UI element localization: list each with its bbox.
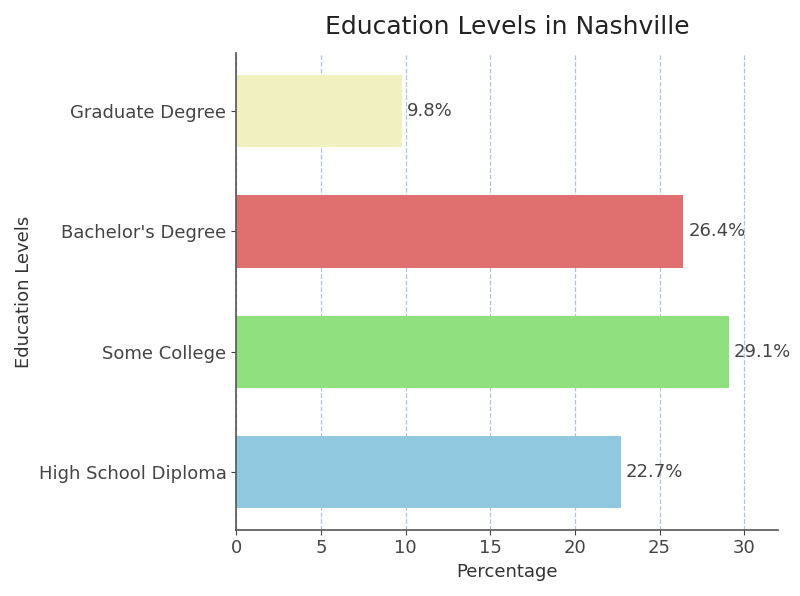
Title: Education Levels in Nashville: Education Levels in Nashville <box>325 15 690 39</box>
Y-axis label: Education Levels: Education Levels <box>15 216 33 368</box>
Bar <box>236 316 729 388</box>
Bar <box>236 75 402 147</box>
Text: 26.4%: 26.4% <box>688 222 746 240</box>
Bar <box>236 195 683 268</box>
X-axis label: Percentage: Percentage <box>456 563 558 581</box>
Bar <box>236 436 621 508</box>
Text: 29.1%: 29.1% <box>734 343 791 361</box>
Text: 22.7%: 22.7% <box>626 463 683 481</box>
Text: 9.8%: 9.8% <box>407 102 453 120</box>
